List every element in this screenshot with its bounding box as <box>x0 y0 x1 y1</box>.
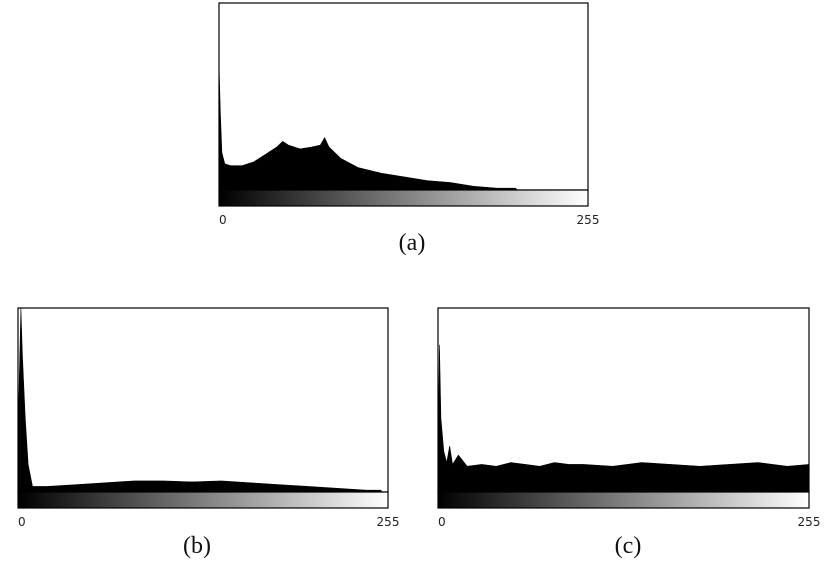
plot-frame <box>17 307 389 493</box>
gray-scale-bar <box>218 189 589 207</box>
x-tick-label: 255 <box>577 213 600 227</box>
plot-frame <box>437 307 810 493</box>
x-tick-label: 0 <box>219 213 227 227</box>
panel-caption: (c) <box>615 533 642 559</box>
x-tick-label: 0 <box>18 515 26 529</box>
panel-caption: (a) <box>399 230 426 256</box>
panel-caption: (b) <box>183 533 211 559</box>
x-tick-label: 0 <box>438 515 446 529</box>
histogram-area <box>218 64 518 191</box>
gray-scale-bar <box>17 491 389 509</box>
histogram-area <box>437 344 810 493</box>
x-tick-label: 255 <box>377 515 400 529</box>
histogram-area <box>17 307 383 493</box>
x-tick-label: 255 <box>798 515 821 529</box>
gray-scale-bar <box>437 491 810 509</box>
